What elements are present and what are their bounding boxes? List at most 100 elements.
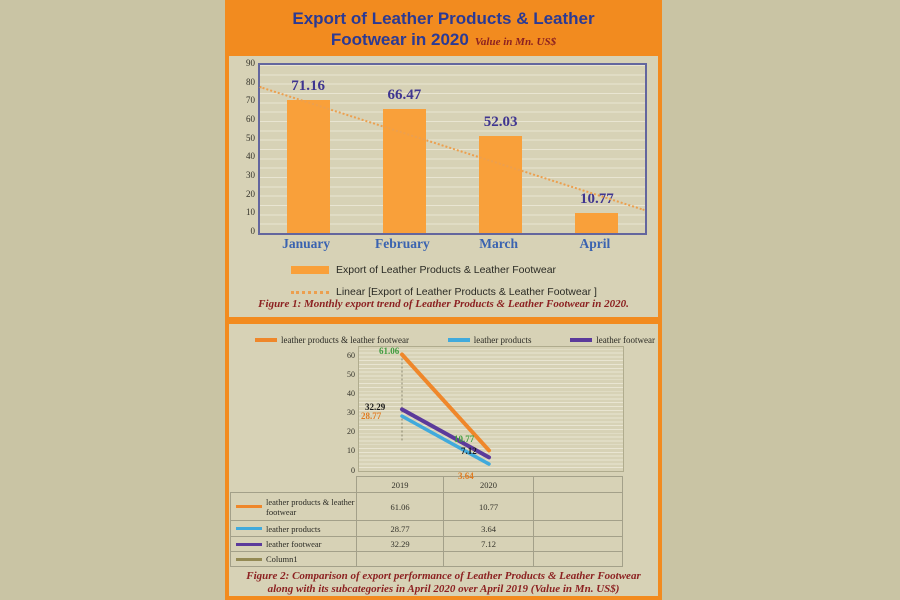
y-tick-label: 60 xyxy=(246,114,255,124)
series-label: Column1 xyxy=(232,554,356,564)
x-category-label: February xyxy=(375,236,430,251)
title-line1: Export of Leather Products & Leather xyxy=(292,9,595,28)
series-label-cell: leather footwear xyxy=(230,536,357,552)
line-chart-legend: leather products & leather footwear leath… xyxy=(255,335,655,345)
figure1-bar-chart: 0 10 20 30 40 50 60 70 80 90 71.16 66.47 52.03 10.77… xyxy=(229,54,658,317)
figure2-caption-line2: along with its subcategories in April 20… xyxy=(267,583,620,595)
y-tick-label: 30 xyxy=(246,170,255,180)
series-label-text: Column1 xyxy=(266,554,298,564)
line-swatch-icon xyxy=(447,338,470,342)
section-divider xyxy=(229,317,658,324)
bar-chart-plot-area: 71.16 66.47 52.03 10.77 xyxy=(258,63,647,235)
series-label-cell: leather products & leather footwear xyxy=(230,492,357,521)
series-label-text: leather products & leather footwear xyxy=(266,496,355,517)
legend-item: leather products xyxy=(447,335,532,345)
series-swatch-icon xyxy=(236,527,262,530)
line-series-svg xyxy=(400,352,491,466)
dotted-line-swatch-icon xyxy=(291,290,329,294)
y-tick-label: 60 xyxy=(347,351,355,361)
series-label-cell: leather products xyxy=(230,520,357,537)
legend-item: leather products & leather footwear xyxy=(255,335,409,345)
header-banner: Export of Leather Products & Leather Foo… xyxy=(229,4,658,56)
y-tick-label: 10 xyxy=(347,446,355,456)
series-label-text: leather products xyxy=(266,523,321,534)
figure2-caption-line1: Figure 2: Comparison of export performan… xyxy=(246,570,641,582)
series-line-2 xyxy=(400,407,491,460)
y-tick-label: 10 xyxy=(246,207,255,218)
table-value-cell: 3.64 xyxy=(443,520,534,537)
series-label: leather footwear xyxy=(232,539,356,549)
series-swatch-icon xyxy=(236,542,262,546)
value-unit-note: Value in Mn. US$ xyxy=(474,36,557,48)
y-tick-label: 0 xyxy=(250,226,256,236)
table-header-cell xyxy=(231,477,357,493)
legend-item-trendline: Linear [Export of Leather Products & Lea… xyxy=(291,281,597,303)
legend-label: leather products xyxy=(473,335,532,345)
title-line2: Footwear in 2020 xyxy=(330,30,469,49)
bar xyxy=(382,108,426,233)
table-row: leather products 28.77 3.64 xyxy=(230,520,623,537)
bar-swatch-icon xyxy=(291,266,329,274)
page-title: Export of Leather Products & Leather Foo… xyxy=(229,4,658,53)
bar-value-label: 71.16 xyxy=(291,78,325,95)
y-tick-label: 40 xyxy=(246,151,255,162)
legend-item: leather footwear xyxy=(570,335,655,345)
y-tick-label: 20 xyxy=(246,188,255,199)
x-category-label: January xyxy=(282,236,331,251)
line-chart-plot-area: 61.06 10.77 28.77 3.64 32.29 7.12 xyxy=(358,345,624,481)
table-header-cell: 2019 xyxy=(356,476,444,493)
y-tick-label: 30 xyxy=(347,408,355,418)
figure2-line-chart: leather products & leather footwear leath… xyxy=(229,324,658,596)
x-category-label: March xyxy=(479,236,518,251)
bar-value-label: 66.47 xyxy=(387,86,422,103)
bar xyxy=(479,135,523,233)
table-value-cell: 10.77 xyxy=(443,492,534,521)
y-tick-label: 20 xyxy=(347,427,355,437)
data-point-label: 10.77 xyxy=(454,434,475,445)
table-value-cell: 61.06 xyxy=(356,492,444,521)
x-category-label: April xyxy=(579,236,611,251)
legend-label: Linear [Export of Leather Products & Lea… xyxy=(336,286,597,298)
line-swatch-icon xyxy=(255,338,277,342)
series-line-1 xyxy=(400,414,491,466)
y-tick-label: 50 xyxy=(347,370,355,380)
infographic-panel: Export of Leather Products & Leather Foo… xyxy=(225,0,662,600)
series-swatch-icon xyxy=(236,505,262,508)
series-swatch-icon xyxy=(236,557,262,561)
bar-chart-legend: Export of Leather Products & Leather Foo… xyxy=(291,259,597,303)
y-tick-label: 40 xyxy=(347,389,355,399)
bar-value-label: 52.03 xyxy=(483,113,518,130)
table-header-cell xyxy=(533,476,623,493)
series-label: leather products xyxy=(232,523,356,534)
data-point-label: 61.06 xyxy=(379,345,400,356)
table-value-cell xyxy=(533,520,623,537)
table-row: Column1 xyxy=(230,551,623,567)
table-value-cell xyxy=(533,492,623,521)
figure2-caption: Figure 2: Comparison of export performan… xyxy=(229,570,658,596)
series-label-cell: Column1 xyxy=(230,551,357,567)
data-point-label: 32.29 xyxy=(365,402,386,413)
table-value-cell xyxy=(533,536,623,552)
bar xyxy=(575,212,619,233)
series-line-0 xyxy=(400,352,491,453)
y-tick-label: 0 xyxy=(351,465,355,475)
table-header-row: 2019 2020 xyxy=(231,476,623,493)
y-tick-label: 90 xyxy=(246,58,255,68)
y-tick-label: 80 xyxy=(246,76,255,87)
legend-label: leather products & leather footwear xyxy=(281,335,409,345)
legend-item-bars: Export of Leather Products & Leather Foo… xyxy=(291,259,597,281)
line-swatch-icon xyxy=(570,338,593,342)
table-value-cell xyxy=(533,551,623,567)
legend-label: leather footwear xyxy=(596,335,655,345)
table-value-cell xyxy=(356,551,444,567)
data-point-label: 28.77 xyxy=(361,411,382,422)
table-value-cell: 28.77 xyxy=(356,520,444,537)
table-value-cell: 7.12 xyxy=(443,536,534,552)
data-point-label: 3.64 xyxy=(458,471,474,482)
bar xyxy=(286,100,330,233)
figure1-caption: Figure 1: Monthly export trend of Leathe… xyxy=(258,298,629,310)
series-label: leather products & leather footwear xyxy=(232,496,356,517)
table-value-cell xyxy=(443,551,534,567)
table-row: leather footwear 32.29 7.12 xyxy=(230,536,623,552)
series-label-text: leather footwear xyxy=(266,539,322,549)
